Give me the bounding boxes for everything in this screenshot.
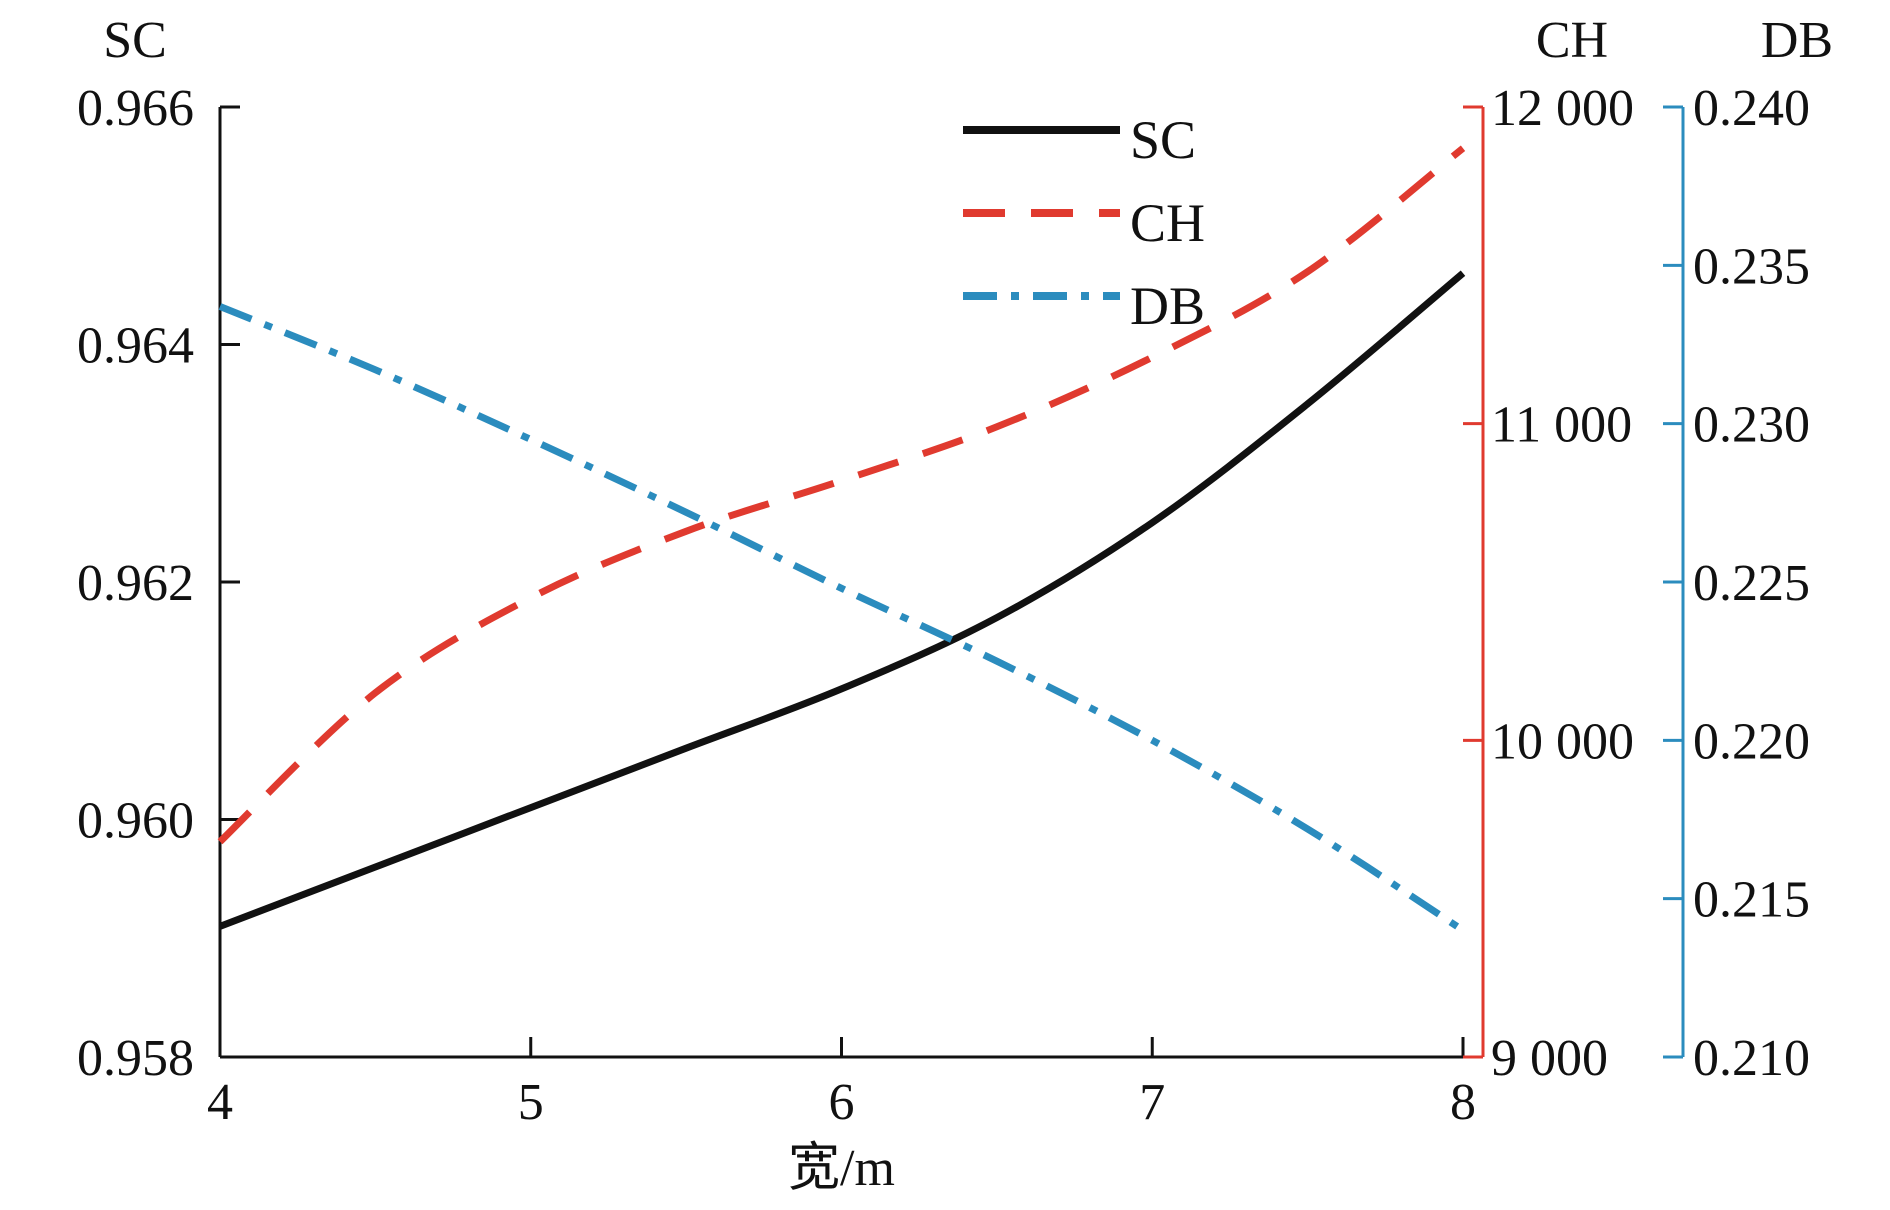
- x-tick-label: 4: [207, 1074, 233, 1131]
- sc-tick-label: 0.962: [77, 555, 194, 612]
- db-tick-label: 0.215: [1693, 872, 1810, 929]
- x-tick-label: 6: [829, 1074, 855, 1131]
- legend-label-ch: CH: [1130, 193, 1205, 253]
- series-line-sc: [218, 270, 1466, 930]
- sc-tick-label: 0.964: [77, 318, 194, 375]
- sc-tick-label: 0.966: [77, 80, 194, 137]
- db-tick-label: 0.230: [1693, 397, 1810, 454]
- ch-axis-title: CH: [1536, 12, 1608, 69]
- ch-tick-label: 10 000: [1491, 713, 1634, 770]
- db-tick-label: 0.210: [1693, 1030, 1810, 1087]
- x-axis-title: 宽/m: [788, 1140, 895, 1197]
- legend-label-sc: SC: [1130, 110, 1196, 170]
- sc-axis-title: SC: [103, 12, 167, 69]
- ch-tick-label: 11 000: [1491, 397, 1632, 454]
- x-tick-label: 8: [1450, 1074, 1476, 1131]
- axes-layer: 4 5 6 7 8 宽/m 0.958 0.960 0.962 0.964 0.966 SC 9 000…: [77, 12, 1833, 1197]
- db-tick-label: 0.235: [1693, 238, 1810, 295]
- series-line-ch: [217, 145, 1466, 845]
- db-axis-title: DB: [1761, 12, 1833, 69]
- db-tick-label: 0.225: [1693, 555, 1810, 612]
- series-line-db: [218, 303, 1465, 934]
- sc-tick-label: 0.958: [77, 1030, 194, 1087]
- legend-label-db: DB: [1130, 276, 1205, 336]
- sc-tick-label: 0.960: [77, 793, 194, 850]
- ch-tick-label: 12 000: [1491, 80, 1634, 137]
- x-tick-label: 7: [1139, 1074, 1165, 1131]
- legend: SC CH DB: [963, 110, 1205, 336]
- x-tick-label: 5: [518, 1074, 544, 1131]
- series-layer: [217, 145, 1466, 934]
- ch-tick-label: 9 000: [1491, 1030, 1608, 1087]
- db-tick-label: 0.240: [1693, 80, 1810, 137]
- db-tick-label: 0.220: [1693, 713, 1810, 770]
